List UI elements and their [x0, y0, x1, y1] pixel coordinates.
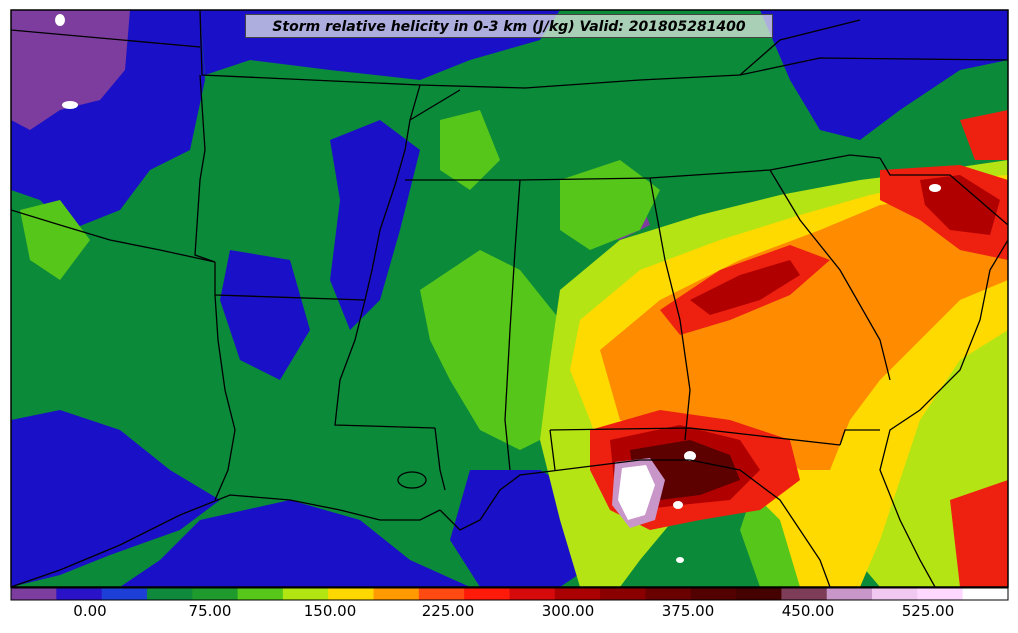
field-white-spot-3	[676, 557, 684, 563]
field-white-spot-2	[673, 501, 683, 509]
colorbar-tick: 300.00	[541, 602, 595, 620]
colorbar-ticks: 0.00 75.00 150.00 225.00 300.00 375.00 4…	[0, 602, 1018, 624]
colorbar-tick: 525.00	[901, 602, 955, 620]
colorbar-tick: 0.00	[73, 602, 107, 620]
colorbar-tick: 450.00	[781, 602, 835, 620]
map-title: Storm relative helicity in 0-3 km (J/kg)…	[245, 14, 773, 38]
colorbar-tick: 150.00	[303, 602, 357, 620]
colorbar-tick: 375.00	[661, 602, 715, 620]
field-white-spot-4	[929, 184, 941, 192]
field-white-spot-nw	[62, 101, 78, 109]
colorbar-tick: 75.00	[188, 602, 232, 620]
field-white-spot-nw2	[55, 14, 65, 26]
helicity-field	[11, 10, 1008, 587]
colorbar-tick: 225.00	[421, 602, 475, 620]
